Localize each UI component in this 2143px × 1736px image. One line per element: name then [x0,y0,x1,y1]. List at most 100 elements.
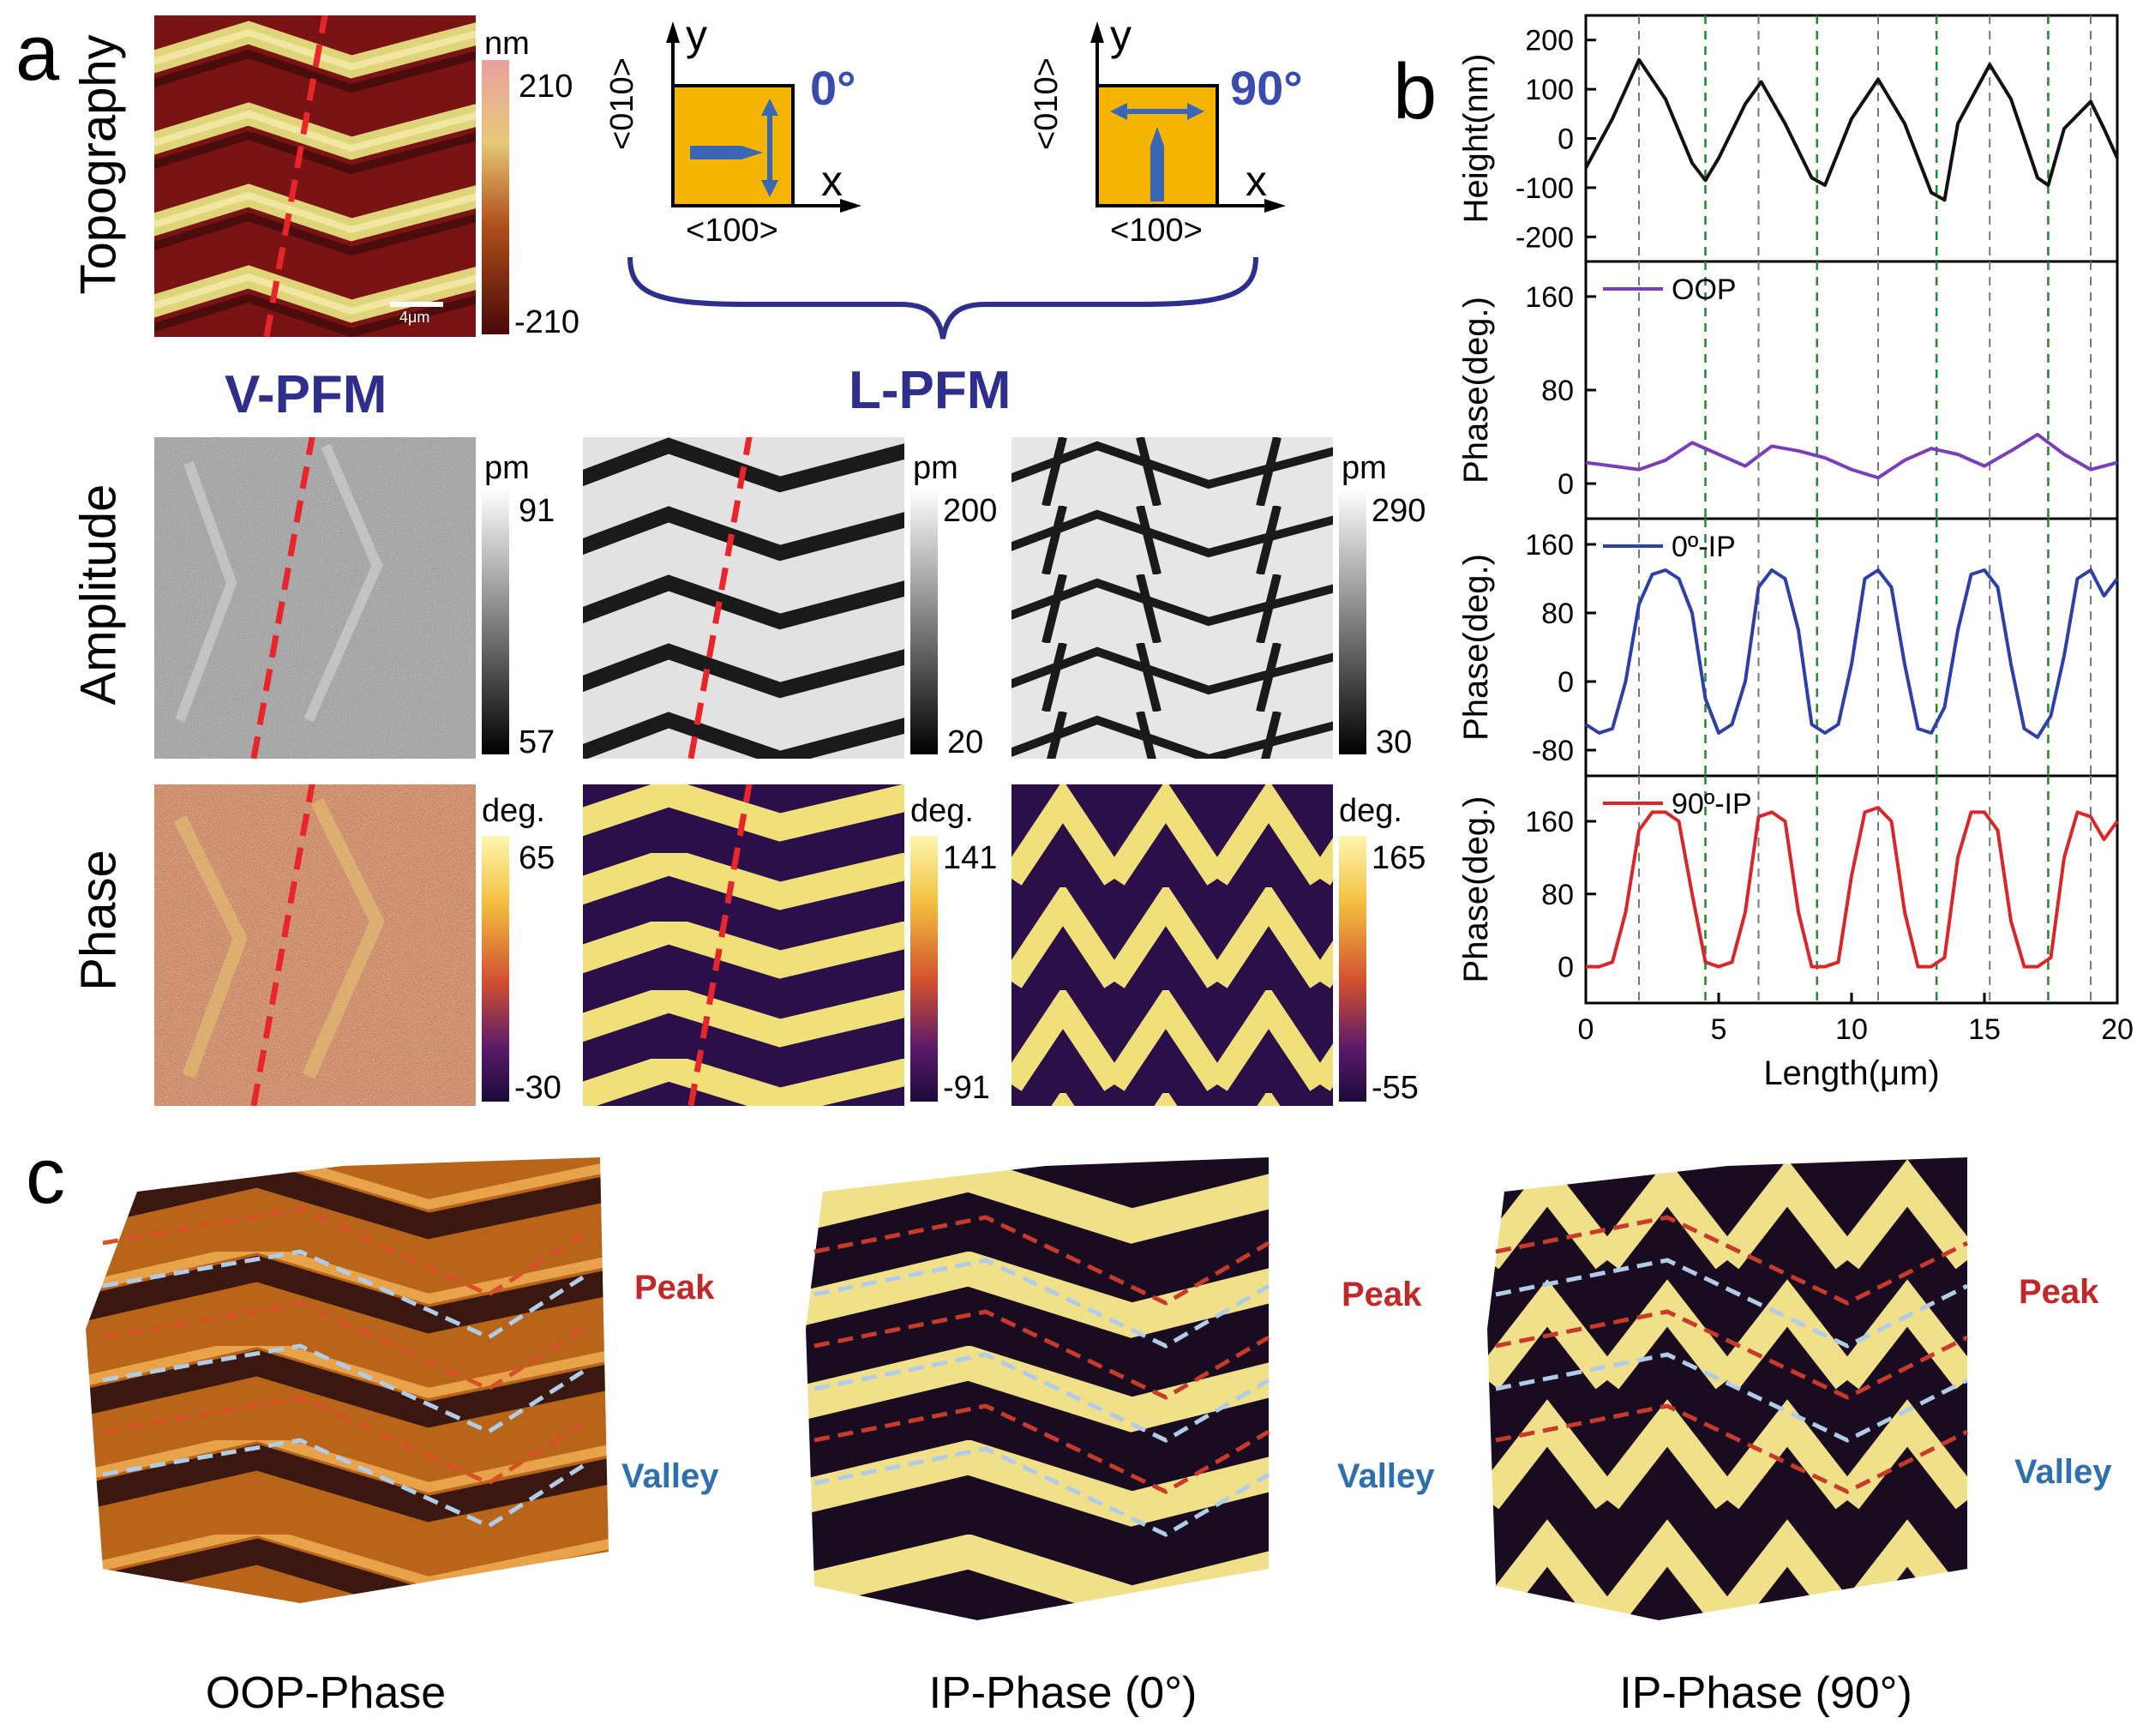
y-tick-label: -80 [1532,735,1574,767]
lpfm90-phase-colorbar [1339,836,1366,1102]
x-tick-label: 5 [1711,1013,1727,1046]
x-tick-label: 20 [2101,1013,2134,1046]
y-tick-label: 0 [1558,123,1574,156]
vpfm-amplitude-unit: pm [484,450,530,486]
y-tick-label: 0 [1558,666,1574,699]
schematic-0-deg [666,21,861,213]
y-tick-label: 160 [1525,529,1574,562]
series-line [1584,568,2119,739]
lpfm90-amplitude-unit: pm [1342,450,1387,486]
vpfm-amplitude-min: 57 [519,724,555,760]
series-line [1584,57,2119,202]
lpfm90-phase-max: 165 [1372,840,1426,876]
legend-label: OOP [1672,273,1737,306]
valley-label-1: Valley [621,1457,719,1495]
schematic-90-ylabel: <010> [1029,57,1065,150]
lpfm0-phase-min: -91 [943,1070,990,1106]
row-label-topography: Topography [70,34,127,295]
y-tick-label: 80 [1541,879,1574,911]
lpfm0-phase-unit: deg. [910,793,974,829]
vpfm-amplitude-colorbar [482,489,509,754]
scale-bar-label: 4μm [399,309,430,326]
y-axis-label: Phase(deg.) [1457,554,1495,741]
lpfm0-phase-map [583,784,904,1106]
schematic-0-y: y [686,11,707,59]
x-tick-label: 10 [1835,1013,1868,1046]
series-line [1585,432,2118,480]
vpfm-phase-min: -30 [514,1070,561,1106]
lpfm0-amplitude-unit: pm [913,450,958,486]
y-axis-label: Phase(deg.) [1457,796,1495,983]
topography-colorbar-max: 210 [519,69,573,105]
y-axis-label: Height(nm) [1457,54,1495,224]
caption-ip-phase-0: IP-Phase (0°) [928,1668,1198,1718]
lpfm90-amplitude-colorbar [1339,489,1366,754]
lpfm-label: L-PFM [849,361,1011,420]
ip-phase-0-3d-surface [806,1157,1270,1620]
vpfm-phase-colorbar [482,836,509,1102]
schematic-0-xlabel: <100> [686,213,778,249]
panel-b-line-charts: 2001000-100-200Height(nm)160800Phase(deg… [1457,14,2134,1092]
lpfm90-amplitude-min: 30 [1376,724,1413,760]
valley-label-2: Valley [1337,1457,1435,1495]
plot-frame [1584,774,2119,1005]
schematic-0-angle: 0° [810,61,856,115]
lpfm90-phase-unit: deg. [1339,793,1402,829]
peak-label-2: Peak [1342,1276,1422,1313]
valley-label-3: Valley [2014,1453,2112,1491]
vpfm-amplitude-map [154,437,476,759]
schematic-0-ylabel: <010> [604,57,640,150]
topography-colorbar [482,60,509,334]
vpfm-amplitude-max: 91 [519,493,555,529]
schematic-90-xlabel: <100> [1110,213,1203,249]
panel-a-letter: a [15,9,60,97]
y-tick-label: -100 [1516,172,1574,205]
lpfm90-phase-map [1011,784,1333,1106]
y-tick-label: 200 [1525,25,1574,57]
lpfm0-amplitude-min: 20 [947,724,984,760]
y-tick-label: -200 [1516,221,1574,254]
caption-ip-phase-90: IP-Phase (90°) [1619,1668,1912,1718]
legend-label: 0º-IP [1672,531,1736,563]
lpfm0-phase-max: 141 [943,840,998,876]
x-tick-label: 15 [1968,1013,2001,1046]
topography-colorbar-min: -210 [514,304,580,340]
vpfm-phase-unit: deg. [482,793,545,829]
lpfm90-phase-min: -55 [1372,1070,1419,1106]
y-tick-label: 0 [1558,952,1574,984]
row-label-amplitude: Amplitude [70,484,127,706]
vpfm-phase-map [154,784,476,1106]
schematic-90-deg [1090,21,1286,213]
y-tick-label: 80 [1541,375,1574,407]
y-tick-label: 100 [1525,74,1574,106]
y-tick-label: 0 [1558,468,1574,501]
schematic-0-x: x [821,157,843,205]
x-tick-label: 0 [1578,1013,1594,1046]
lpfm0-amplitude-colorbar [910,489,938,754]
x-axis-label: Length(μm) [1763,1054,1939,1092]
vpfm-label: V-PFM [225,365,387,424]
y-tick-label: 80 [1541,598,1574,630]
schematic-90-y: y [1110,11,1132,59]
y-tick-label: 160 [1525,281,1574,314]
scale-bar [390,302,443,307]
lpfm0-phase-colorbar [910,836,938,1102]
lpfm0-amplitude-max: 200 [943,493,998,529]
schematic-90-angle: 90° [1230,61,1303,115]
lpfm-brace [627,256,1258,339]
lpfm0-amplitude-map [583,437,904,759]
schematic-90-x: x [1246,157,1267,205]
ip-phase-90-3d-surface [1487,1157,1969,1620]
topography-colorbar-unit: nm [484,26,530,62]
plot-frame [1584,260,2119,520]
caption-oop-phase: OOP-Phase [205,1668,447,1718]
legend-label: 90º-IP [1672,788,1752,820]
lpfm90-amplitude-max: 290 [1372,493,1426,529]
series-line [1586,806,2119,969]
row-label-phase: Phase [70,850,127,991]
topography-map [154,15,476,337]
lpfm90-amplitude-map [1011,437,1333,759]
peak-label-3: Peak [2019,1273,2099,1311]
y-axis-label: Phase(deg.) [1457,297,1495,484]
oop-phase-3d-surface [86,1157,609,1603]
